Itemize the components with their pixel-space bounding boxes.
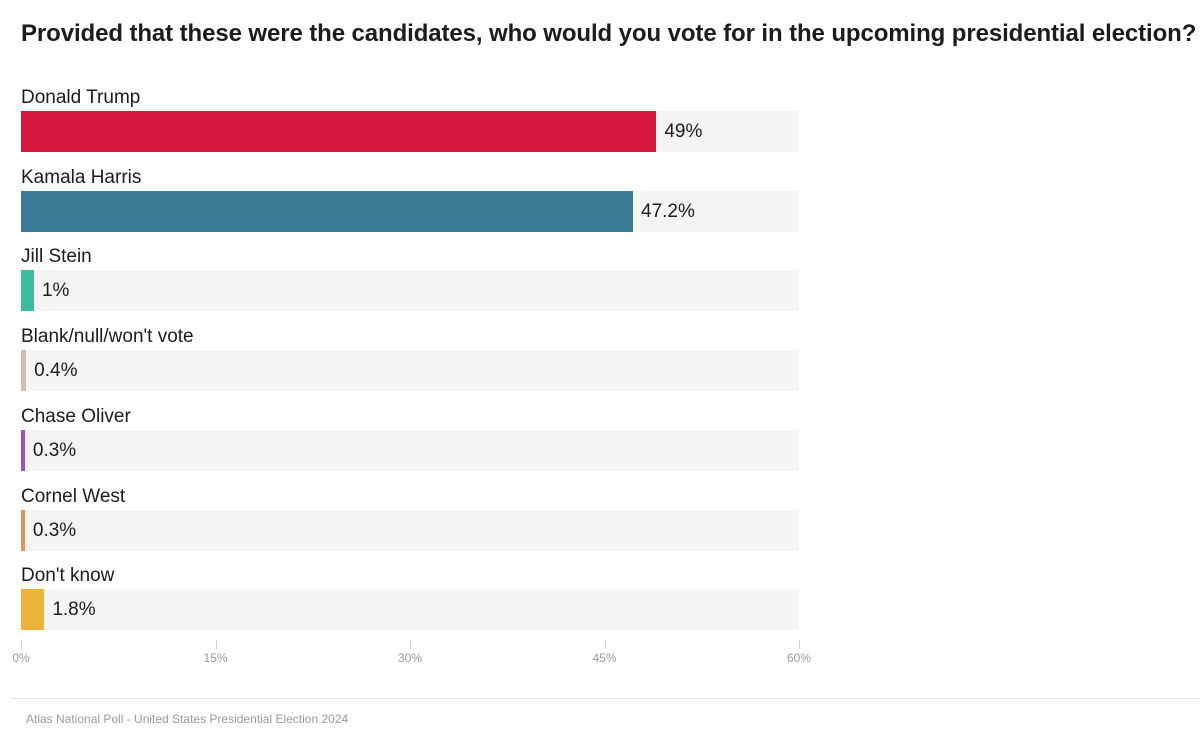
category-label: Kamala Harris — [21, 166, 142, 188]
source-note: Atlas National Poll - United States Pres… — [26, 712, 349, 726]
bar — [21, 270, 34, 312]
x-axis: 0% 15% 30% 45% 60% — [12, 640, 811, 670]
axis-tick — [604, 640, 606, 649]
bar — [21, 111, 657, 152]
category-label: Donald Trump — [21, 87, 141, 108]
axis-tick — [21, 640, 22, 649]
tick-label: 15% — [203, 651, 228, 665]
bar — [21, 509, 25, 551]
chart-title: Provided that these were the candidates,… — [21, 20, 1197, 47]
bar-row: Chase Oliver 0.3% — [21, 405, 799, 471]
bar-track: 1% — [21, 270, 799, 312]
tick-label: 60% — [786, 651, 812, 665]
bar-track: 0.3% — [21, 429, 799, 471]
bar-row: Blank/null/won't vote 0.4% — [21, 326, 799, 392]
bar-row: Cornel West 0.3% — [21, 485, 799, 551]
value-label: 0.3% — [32, 519, 77, 541]
axis-tick — [215, 640, 217, 649]
bar — [21, 350, 27, 392]
bar-row: Don't know 1.8% — [21, 565, 799, 631]
bar-track: 47.2% — [21, 190, 799, 232]
bar-track: 1.8% — [21, 589, 799, 631]
value-label: 1% — [41, 280, 70, 302]
category-label: Don't know — [21, 565, 115, 587]
tick-label: 30% — [397, 651, 423, 665]
category-label: Blank/null/won't vote — [21, 326, 194, 348]
category-label: Cornel West — [21, 485, 126, 507]
bar — [21, 429, 25, 471]
bar-track: 49% — [21, 111, 799, 152]
tick-label: 45% — [592, 651, 617, 665]
bar — [21, 190, 634, 232]
axis-tick — [799, 640, 800, 649]
category-label: Jill Stein — [21, 246, 92, 268]
category-label: Chase Oliver — [21, 405, 131, 427]
bar-track: 0.4% — [21, 350, 799, 392]
value-label: 49% — [664, 121, 703, 142]
bar-row: Donald Trump 49% — [21, 87, 799, 152]
tick-label: 0% — [12, 651, 30, 665]
value-label: 0.4% — [34, 360, 78, 382]
bar-row: Jill Stein 1% — [21, 246, 799, 312]
bar-track: 0.3% — [21, 509, 799, 551]
value-label: 1.8% — [52, 599, 96, 621]
bar-row: Kamala Harris 47.2% — [21, 166, 799, 232]
footer-divider — [12, 698, 1200, 699]
value-label: 0.3% — [32, 439, 77, 461]
axis-tick — [410, 640, 411, 649]
bar — [21, 589, 45, 631]
value-label: 47.2% — [641, 200, 695, 222]
